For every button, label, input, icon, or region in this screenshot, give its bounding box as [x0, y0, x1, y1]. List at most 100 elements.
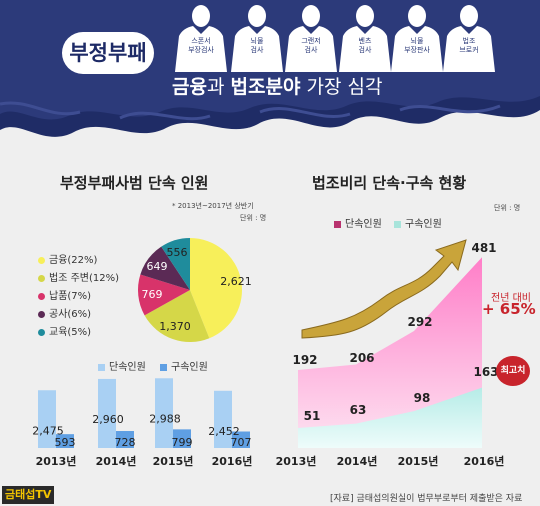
area-value-label: 206: [349, 351, 374, 365]
figure-caption-line2: 부장검사: [188, 46, 214, 54]
headline: 금융과 법조분야 가장 심각: [172, 72, 472, 102]
headline-part-1: 금융: [172, 76, 207, 98]
figure-caption: 그랜저 검사: [292, 37, 330, 55]
area-category-label: 2015년: [398, 454, 439, 468]
bar-arrested: [173, 429, 191, 448]
figure-caption: 뇌물 부장판사: [398, 37, 436, 55]
area-category-label: 2016년: [464, 454, 505, 468]
pie-legend-item: 법조 주변(12%): [38, 269, 119, 284]
area-enforced: [298, 257, 482, 448]
bar-legend-item: 단속인원: [98, 358, 146, 373]
area-value-label: 192: [292, 353, 317, 367]
legend-swatch: [334, 220, 341, 228]
brand-logo: 금태섭TV: [2, 486, 55, 504]
bar-category-label: 2013년: [36, 454, 77, 468]
bar-enforced: [98, 378, 116, 448]
person-silhouette-icon: [285, 5, 337, 72]
pie-slice: [144, 290, 210, 342]
bar-value-label: 2,475: [32, 424, 64, 437]
area-legend-item: 구속인원: [394, 215, 442, 230]
area-legend-label: 단속인원: [345, 219, 382, 230]
headline-part-3: 법조분야: [230, 76, 301, 98]
pie-legend-label: 공사(6%): [49, 309, 92, 320]
source-note: [자료] 금태섭의원실이 법무부로부터 제출받은 자료: [330, 494, 523, 504]
pie-legend-label: 교육(5%): [49, 327, 92, 338]
bar-value-label: 707: [231, 436, 252, 449]
area-category-label: 2014년: [337, 454, 378, 468]
pie-legend-label: 법조 주변(12%): [49, 273, 120, 284]
area-legend-item: 단속인원: [334, 215, 382, 230]
figure-caption-line1: 벤츠: [358, 37, 372, 45]
pie-value-label: 2,621: [220, 275, 252, 288]
bar-value-label: 593: [55, 436, 76, 449]
topic-badge: 부정부패: [62, 32, 154, 74]
person-silhouette-icon: [391, 5, 443, 72]
area-value-label: 292: [407, 315, 432, 329]
pie-slice: [161, 238, 190, 290]
pie-legend-label: 납품(7%): [49, 291, 92, 302]
pie-value-label: 556: [167, 246, 188, 259]
pie-slice: [140, 246, 190, 290]
headline-part-4: 가장 심각: [300, 76, 383, 98]
left-unit-note: 단위 : 명: [240, 214, 267, 222]
legend-swatch: [160, 363, 167, 371]
figure-caption: 법조 브로커: [450, 37, 488, 55]
figure-caption-line1: 뇌물: [410, 37, 424, 45]
figure-caption-line1: 스폰서: [191, 37, 211, 45]
bar-value-label: 2,960: [92, 413, 124, 426]
legend-dot: [38, 256, 45, 264]
pie-value-label: 649: [147, 260, 168, 273]
pie-slice: [190, 238, 243, 339]
bar-value-label: 2,988: [149, 412, 181, 425]
bar-category-label: 2014년: [96, 454, 137, 468]
pie-legend-item: 납품(7%): [38, 287, 91, 302]
figure-caption-line2: 검사: [250, 46, 264, 54]
legend-dot: [38, 274, 45, 282]
figure-caption-line2: 부장판사: [404, 46, 430, 54]
yoy-label: 전년 대비: [491, 293, 531, 304]
pie-value-label: 1,370: [159, 320, 191, 333]
bar-value-label: 728: [115, 436, 136, 449]
figure-caption-line1: 그랜저: [301, 37, 321, 45]
bar-arrested: [56, 434, 74, 448]
area-arrested: [298, 387, 482, 448]
right-section-title: 법조비리 단속·구속 현황: [312, 174, 467, 192]
bar-legend-label: 단속인원: [109, 362, 146, 373]
person-silhouette-icon: [339, 5, 391, 72]
headline-part-2: 과: [206, 76, 231, 98]
pie-legend-label: 금융(22%): [49, 255, 98, 266]
person-silhouette-icon: [443, 5, 495, 72]
figure-caption: 뇌물 검사: [238, 37, 276, 55]
area-category-label: 2013년: [276, 454, 317, 468]
period-note: * 2013년~2017년 상반기: [172, 202, 254, 210]
area-value-label: 481: [471, 241, 496, 255]
bar-enforced: [38, 390, 56, 448]
area-value-label: 98: [414, 391, 431, 405]
area-value-label: 51: [304, 409, 321, 423]
figure-caption-line1: 뇌물: [250, 37, 264, 45]
figure-caption-line2: 검사: [304, 46, 318, 54]
person-silhouette-icon: [175, 5, 227, 72]
legend-swatch: [98, 363, 105, 371]
pie-legend-item: 금융(22%): [38, 251, 97, 266]
pie-slice: [138, 274, 190, 316]
bar-value-label: 799: [172, 436, 193, 449]
legend-dot: [38, 292, 45, 300]
bar-category-label: 2015년: [153, 454, 194, 468]
figure-caption-line1: 법조: [462, 37, 476, 45]
figure-caption-line2: 브로커: [459, 46, 479, 54]
silhouette-figures: [175, 5, 495, 72]
pie-legend-item: 교육(5%): [38, 323, 91, 338]
left-section-title: 부정부패사범 단속 인원: [60, 174, 209, 192]
bar-arrested: [116, 431, 134, 448]
figure-caption: 벤츠 검사: [346, 37, 384, 55]
area-value-label: 63: [350, 403, 367, 417]
area-legend-label: 구속인원: [405, 219, 442, 230]
yoy-value: + 65%: [482, 300, 536, 318]
pie-value-label: 769: [142, 288, 163, 301]
pie-legend-item: 공사(6%): [38, 305, 91, 320]
bar-arrested: [232, 431, 250, 448]
